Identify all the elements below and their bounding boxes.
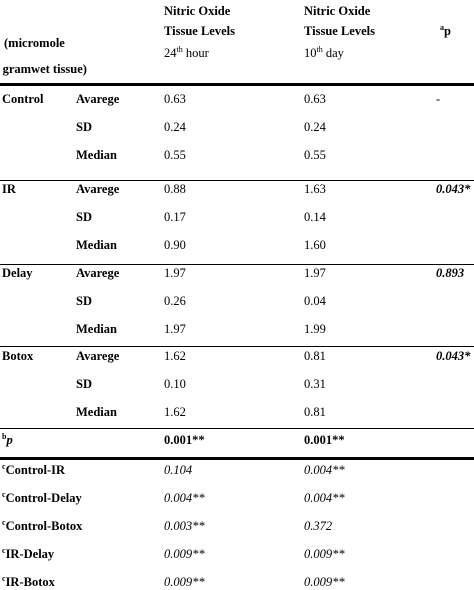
stat-label: Avarege (76, 182, 120, 196)
value-10d: 1.97 (304, 266, 326, 280)
group-label-control: Control (2, 92, 44, 106)
comparison-value-10d: 0.009** (304, 575, 345, 589)
col-10d-title: Nitric Oxide (304, 4, 371, 18)
col-24h-title: Nitric Oxide (164, 4, 231, 18)
value-24h: 0.55 (164, 148, 186, 162)
col-p-header: ap (440, 23, 451, 39)
comparison-value-24h: 0.003** (164, 519, 205, 533)
value-24h: 0.10 (164, 377, 186, 391)
comparison-label: cControl-Botox (2, 518, 83, 534)
bp-top-rule (0, 428, 474, 429)
group-divider (0, 180, 474, 181)
value-10d: 0.55 (304, 148, 326, 162)
value-10d: 0.81 (304, 349, 326, 363)
col-24h-subtitle: Tissue Levels (164, 24, 235, 38)
group-label-ir: IR (2, 182, 16, 196)
group-divider (0, 346, 474, 347)
stat-label: Avarege (76, 92, 120, 106)
value-24h: 1.97 (164, 322, 186, 336)
value-10d: 1.63 (304, 182, 326, 196)
stat-label: SD (76, 210, 92, 224)
comparison-value-24h: 0.004** (164, 491, 205, 505)
stat-label: SD (76, 377, 92, 391)
stat-label: Median (76, 322, 117, 336)
value-10d: 0.31 (304, 377, 326, 391)
stat-label: SD (76, 294, 92, 308)
p-value: - (436, 92, 441, 106)
value-24h: 0.88 (164, 182, 186, 196)
value-10d: 1.99 (304, 322, 326, 336)
p-value: 0.043* (436, 349, 471, 363)
comparison-value-24h: 0.104 (164, 463, 193, 477)
stat-label: Median (76, 148, 117, 162)
value-24h: 1.62 (164, 349, 186, 363)
comparison-value-10d: 0.004** (304, 463, 345, 477)
value-24h: 0.24 (164, 120, 186, 134)
stat-label: Median (76, 405, 117, 419)
value-10d: 1.60 (304, 238, 326, 252)
stat-label: Avarege (76, 349, 120, 363)
p-value: 0.893 (436, 266, 465, 280)
p-value: 0.043* (436, 182, 471, 196)
stat-label: Avarege (76, 266, 120, 280)
value-10d: 0.24 (304, 120, 326, 134)
group-divider (0, 264, 474, 265)
value-10d: 0.04 (304, 294, 326, 308)
comparison-label: cIR-Delay (2, 546, 55, 562)
comparison-value-10d: 0.004** (304, 491, 345, 505)
col-10d-time: 10th day (304, 45, 344, 61)
group-label-botox: Botox (2, 349, 34, 363)
value-24h: 1.97 (164, 266, 186, 280)
bp-bottom-rule (0, 457, 474, 460)
value-24h: 0.63 (164, 92, 186, 106)
comparison-value-10d: 0.009** (304, 547, 345, 561)
comparison-value-10d: 0.372 (304, 519, 333, 533)
value-24h: 0.90 (164, 238, 186, 252)
comparison-value-24h: 0.009** (164, 575, 205, 589)
comparison-label: cControl-IR (2, 462, 66, 478)
comparison-label: cControl-Delay (2, 490, 82, 506)
bp-row-value-10d: 0.001** (304, 433, 345, 447)
value-10d: 0.14 (304, 210, 326, 224)
col-10d-subtitle: Tissue Levels (304, 24, 375, 38)
value-24h: 1.62 (164, 405, 186, 419)
value-24h: 0.17 (164, 210, 186, 224)
comparison-label: cIR-Botox (2, 574, 55, 590)
comparison-value-24h: 0.009** (164, 547, 205, 561)
bp-row-value-24h: 0.001** (164, 433, 205, 447)
value-10d: 0.63 (304, 92, 326, 106)
stat-label: Median (76, 238, 117, 252)
group-label-delay: Delay (2, 266, 33, 280)
value-10d: 0.81 (304, 405, 326, 419)
value-24h: 0.26 (164, 294, 186, 308)
bp-row-label: bp (2, 432, 13, 448)
header-rule (0, 83, 474, 86)
stat-label: SD (76, 120, 92, 134)
col-24h-time: 24th hour (164, 45, 209, 61)
unit-label-line1: (micromole (4, 36, 65, 50)
unit-label-line2: / gramwet tissue) (0, 62, 87, 76)
